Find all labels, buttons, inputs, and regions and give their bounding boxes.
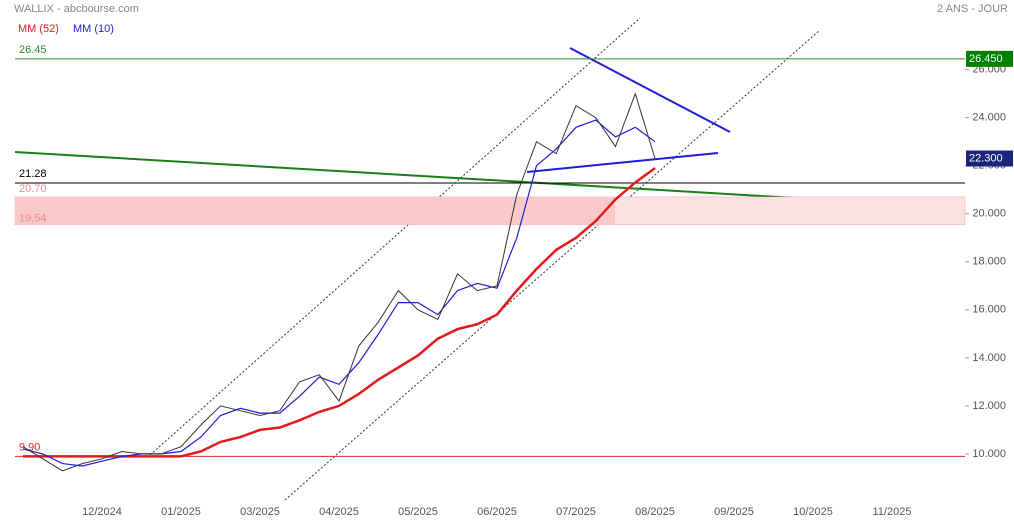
x-tick-label: 08/2025 — [635, 506, 675, 518]
channel-lower — [284, 29, 821, 501]
price-box-label: 26.450 — [969, 53, 1003, 65]
y-tick-label: 20.000 — [972, 208, 1006, 220]
level-label: 26.45 — [19, 44, 47, 56]
x-tick-label: 04/2025 — [319, 506, 359, 518]
x-tick-label: 03/2025 — [240, 506, 280, 518]
chart-subtitle: 2 ANS - JOUR — [937, 3, 1008, 15]
chart-title: WALLIX - abcbourse.com — [14, 3, 139, 15]
series-line — [23, 167, 656, 458]
level-label: 21.28 — [19, 168, 47, 180]
y-tick-label: 10.000 — [972, 448, 1006, 460]
zone-core — [15, 196, 615, 225]
price-box — [966, 50, 1013, 67]
legend-entry: MM (52) — [18, 23, 59, 35]
legend-entry: MM (10) — [73, 23, 114, 35]
triangle-top — [569, 47, 731, 133]
x-tick-label: 12/2024 — [82, 506, 122, 518]
triangle-bottom — [526, 152, 719, 173]
x-tick-label: 05/2025 — [398, 506, 438, 518]
y-tick-label: 12.000 — [972, 400, 1006, 412]
y-tick-label: 16.000 — [972, 304, 1006, 316]
price-box — [966, 150, 1013, 167]
price-box-label: 22.300 — [969, 152, 1003, 164]
level-label: 9.90 — [19, 441, 40, 453]
series-line — [22, 119, 656, 467]
channel-upper — [149, 17, 641, 456]
y-tick-label: 18.000 — [972, 256, 1006, 268]
x-tick-label: 10/2025 — [793, 506, 833, 518]
zone-label: 19.54 — [19, 213, 47, 225]
x-tick-label: 06/2025 — [477, 506, 517, 518]
zone-label: 20.70 — [19, 183, 47, 195]
y-tick-label: 24.000 — [972, 112, 1006, 124]
series-line — [22, 92, 656, 472]
y-tick-label: 14.000 — [972, 352, 1006, 364]
x-tick-label: 11/2025 — [873, 506, 912, 518]
x-tick-label: 07/2025 — [556, 506, 596, 518]
x-tick-label: 09/2025 — [714, 506, 754, 518]
x-tick-label: 01/2025 — [161, 506, 201, 518]
